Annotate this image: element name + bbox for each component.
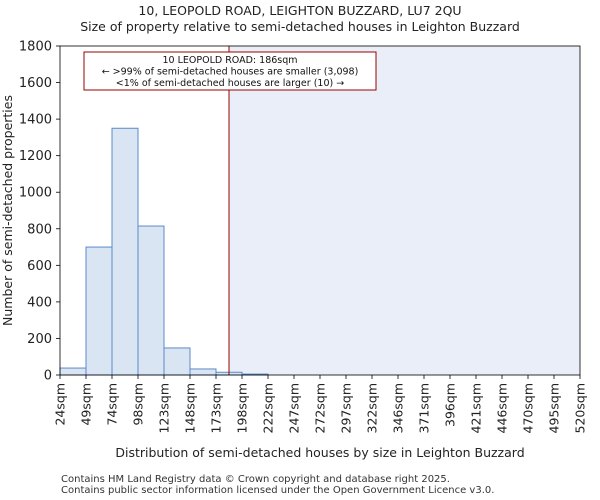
x-tick-label: 396qm <box>443 383 458 427</box>
bar-49sqm <box>85 246 113 376</box>
x-tick-label: 24sqm <box>53 383 68 426</box>
x-tick-label: 49sqm <box>79 383 94 426</box>
chart-title: 10, LEOPOLD ROAD, LEIGHTON BUZZARD, LU7 … <box>138 3 462 18</box>
footer-line-1: Contains HM Land Registry data © Crown c… <box>61 474 450 485</box>
annotation-box <box>83 51 377 91</box>
x-tick-label: 446sqm <box>495 383 510 433</box>
y-tick-label: 1800 <box>19 40 52 55</box>
larger-region-shade <box>229 46 580 375</box>
x-tick-label: 346sqm <box>391 383 406 433</box>
y-axis-label: Number of semi-detached properties <box>0 95 15 326</box>
bar-74sqm <box>111 127 139 376</box>
x-tick-label: 297sqm <box>339 383 354 433</box>
x-tick-label: 198sqm <box>235 383 250 433</box>
chart-subtitle: Size of property relative to semi-detach… <box>80 19 520 34</box>
y-tick-label: 1200 <box>19 149 52 164</box>
bar-98sqm <box>137 225 165 376</box>
bar-24sqm <box>59 367 87 376</box>
x-tick-label: 222sqm <box>261 383 276 433</box>
x-tick-label: 470sqm <box>521 383 536 433</box>
x-tick-label: 371sqm <box>417 383 432 433</box>
y-tick-label: 800 <box>27 222 52 237</box>
y-tick-label: 1000 <box>19 186 52 201</box>
x-tick-label: 173sqm <box>209 383 224 433</box>
x-tick-label: 520sqm <box>573 383 588 433</box>
x-tick-label: 322sqm <box>365 383 380 433</box>
x-tick-label: 98sqm <box>131 383 146 426</box>
x-tick-label: 148sqm <box>183 383 198 433</box>
y-tick-label: 0 <box>44 369 52 384</box>
annotation-line-3: <1% of semi-detached houses are larger (… <box>116 78 344 89</box>
annotation-line-2: ← >99% of semi-detached houses are small… <box>102 67 359 78</box>
x-tick-label: 272sqm <box>313 383 328 433</box>
footer-line-2: Contains public sector information licen… <box>61 485 495 496</box>
y-tick-label: 600 <box>27 259 52 274</box>
x-tick-label: 247sqm <box>287 383 302 433</box>
x-axis-label: Distribution of semi-detached houses by … <box>115 445 524 460</box>
x-tick-label: 123sqm <box>157 383 172 433</box>
x-tick-label: 74sqm <box>105 383 120 426</box>
annotation-line-1: 10 LEOPOLD ROAD: 186sqm <box>162 55 297 66</box>
y-tick-label: 200 <box>27 332 52 347</box>
bar-123sqm <box>163 347 191 376</box>
y-tick-label: 1600 <box>19 76 52 91</box>
bar-148sqm <box>189 368 217 376</box>
x-tick-label: 421sqm <box>469 383 484 433</box>
y-tick-label: 400 <box>27 295 52 310</box>
x-tick-label: 495sqm <box>547 383 562 433</box>
y-tick-label: 1400 <box>19 113 52 128</box>
